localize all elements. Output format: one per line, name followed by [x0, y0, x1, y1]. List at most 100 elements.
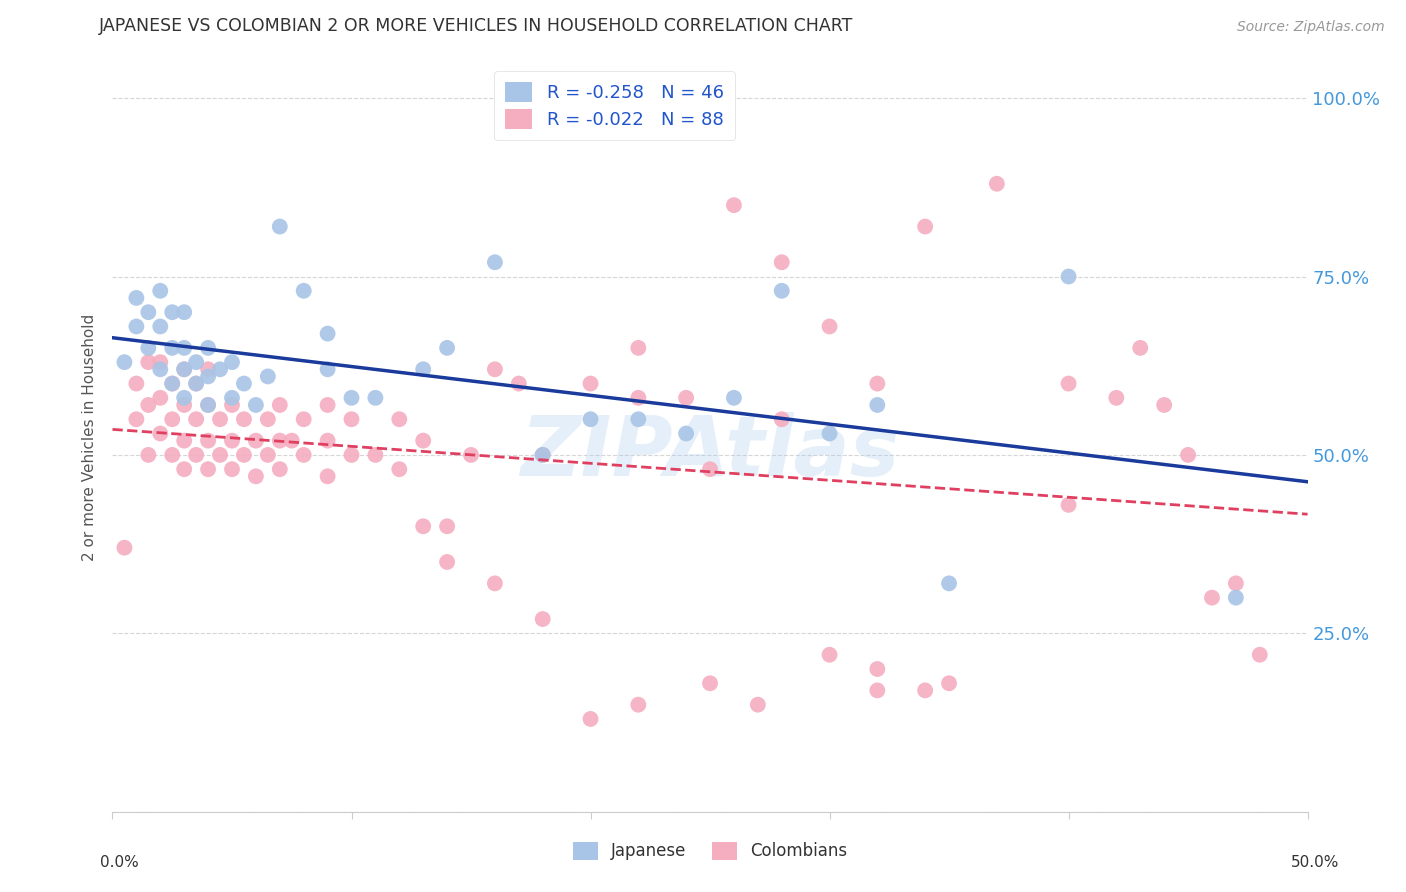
Point: [149, 355, 172, 369]
Point: [770, 412, 793, 426]
Point: [340, 448, 363, 462]
Point: [412, 434, 434, 448]
Point: [162, 412, 183, 426]
Point: [531, 448, 554, 462]
Point: [138, 448, 160, 462]
Point: [770, 255, 793, 269]
Point: [747, 698, 769, 712]
Text: 50.0%: 50.0%: [1291, 855, 1339, 870]
Point: [292, 448, 315, 462]
Point: [149, 284, 172, 298]
Point: [269, 219, 291, 234]
Point: [818, 319, 841, 334]
Point: [316, 362, 339, 376]
Point: [770, 284, 793, 298]
Point: [173, 398, 195, 412]
Point: [197, 362, 219, 376]
Point: [125, 412, 148, 426]
Point: [197, 398, 219, 412]
Text: 0.0%: 0.0%: [100, 855, 139, 870]
Point: [173, 362, 195, 376]
Point: [1225, 576, 1247, 591]
Point: [138, 398, 160, 412]
Point: [233, 412, 256, 426]
Point: [125, 319, 148, 334]
Point: [412, 362, 434, 376]
Point: [316, 469, 339, 483]
Point: [292, 412, 315, 426]
Text: Source: ZipAtlas.com: Source: ZipAtlas.com: [1237, 21, 1385, 34]
Point: [1129, 341, 1152, 355]
Point: [388, 462, 411, 476]
Point: [125, 291, 148, 305]
Point: [257, 412, 280, 426]
Point: [1177, 448, 1199, 462]
Point: [1057, 498, 1080, 512]
Text: JAPANESE VS COLOMBIAN 2 OR MORE VEHICLES IN HOUSEHOLD CORRELATION CHART: JAPANESE VS COLOMBIAN 2 OR MORE VEHICLES…: [98, 17, 853, 35]
Point: [938, 676, 960, 690]
Point: [186, 355, 208, 369]
Point: [125, 376, 148, 391]
Point: [866, 683, 889, 698]
Point: [209, 448, 232, 462]
Point: [173, 362, 195, 376]
Point: [186, 376, 208, 391]
Point: [186, 376, 208, 391]
Point: [173, 305, 195, 319]
Point: [818, 648, 841, 662]
Point: [197, 341, 219, 355]
Point: [340, 391, 363, 405]
Point: [986, 177, 1008, 191]
Point: [162, 448, 183, 462]
Point: [233, 376, 256, 391]
Y-axis label: 2 or more Vehicles in Household: 2 or more Vehicles in Household: [82, 313, 97, 561]
Point: [436, 555, 458, 569]
Point: [436, 341, 458, 355]
Point: [197, 398, 219, 412]
Point: [292, 284, 315, 298]
Point: [1105, 391, 1128, 405]
Point: [675, 391, 697, 405]
Point: [484, 576, 506, 591]
Point: [138, 341, 160, 355]
Point: [162, 341, 183, 355]
Point: [508, 376, 530, 391]
Point: [269, 398, 291, 412]
Point: [257, 369, 280, 384]
Point: [1153, 398, 1175, 412]
Point: [316, 434, 339, 448]
Point: [484, 255, 506, 269]
Point: [1249, 648, 1271, 662]
Point: [138, 305, 160, 319]
Point: [221, 355, 243, 369]
Point: [162, 305, 183, 319]
Point: [269, 434, 291, 448]
Point: [1225, 591, 1247, 605]
Point: [460, 448, 482, 462]
Point: [316, 398, 339, 412]
Point: [579, 376, 602, 391]
Point: [221, 462, 243, 476]
Point: [699, 462, 721, 476]
Point: [579, 412, 602, 426]
Text: ZIPAtlas: ZIPAtlas: [520, 411, 900, 492]
Point: [149, 319, 172, 334]
Point: [723, 391, 745, 405]
Point: [186, 412, 208, 426]
Point: [257, 448, 280, 462]
Point: [388, 412, 411, 426]
Point: [197, 369, 219, 384]
Point: [149, 391, 172, 405]
Point: [197, 462, 219, 476]
Point: [197, 434, 219, 448]
Point: [209, 412, 232, 426]
Point: [209, 362, 232, 376]
Point: [340, 412, 363, 426]
Point: [627, 698, 650, 712]
Point: [436, 519, 458, 533]
Point: [173, 391, 195, 405]
Point: [245, 398, 267, 412]
Point: [675, 426, 697, 441]
Point: [149, 426, 172, 441]
Point: [412, 519, 434, 533]
